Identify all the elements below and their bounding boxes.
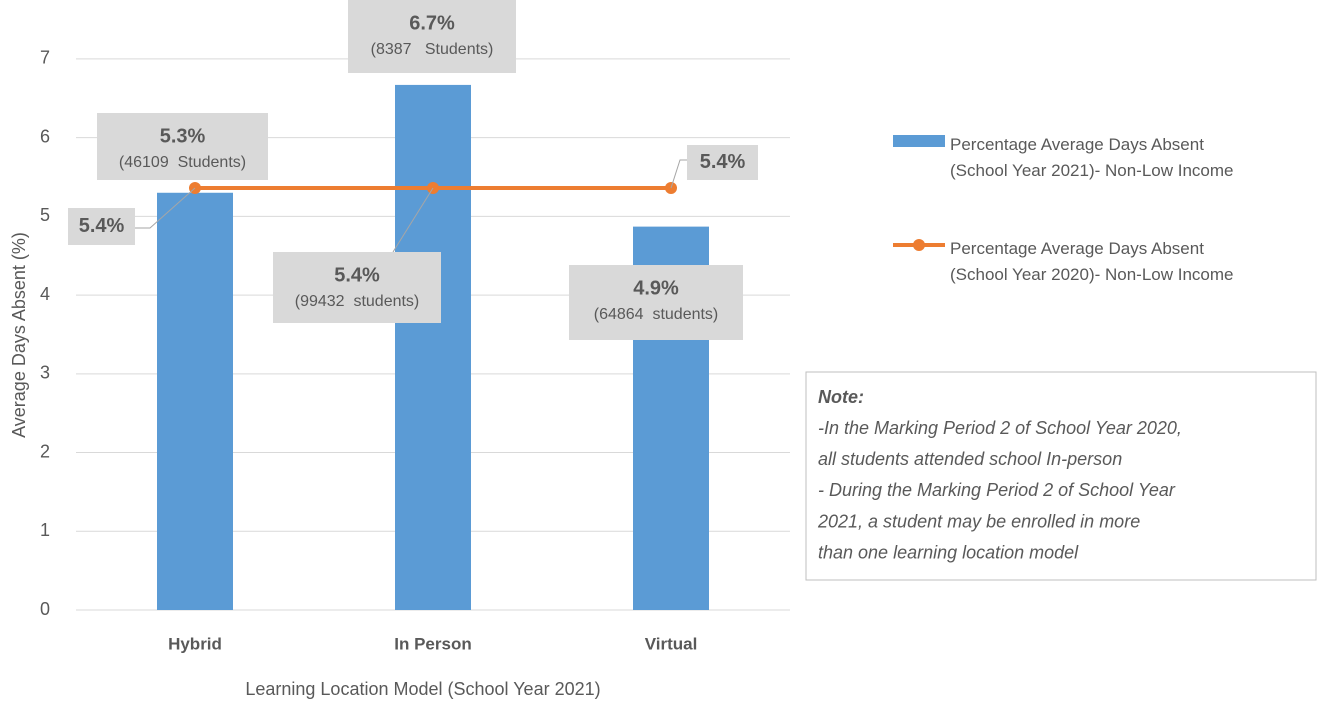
legend-label: Percentage Average Days Absent (School Ye… [950,135,1234,180]
note-box [805,371,1317,581]
data-label-note: (64864 students) [594,306,719,323]
data-label: 5.4% [79,215,125,237]
data-label-box [348,0,516,73]
note-line: 2021, a student may be enrolled in more [817,511,1140,531]
data-label-box [97,113,268,180]
legend-label-line: (School Year 2021)- Non-Low Income [950,161,1234,180]
y-tick-label: 6 [40,126,50,146]
leader-line [135,187,196,229]
note-title: Note: [818,387,864,407]
note-line: - During the Marking Period 2 of School … [818,480,1176,500]
y-tick-label: 2 [40,441,50,461]
data-label-box [273,252,441,323]
y-tick-label: 0 [40,599,50,619]
data-label-box [569,265,743,340]
y-tick-label: 5 [40,205,50,225]
x-tick-label: In Person [394,634,471,653]
x-tick-label: Virtual [645,634,698,653]
data-label-note: (8387 Students) [371,41,494,58]
y-tick-label: 3 [40,363,50,383]
x-tick-label: Hybrid [168,634,222,653]
y-tick-label: 4 [40,284,50,304]
y-axis-label: Average Days Absent (%) [9,232,29,438]
y-tick-label: 7 [40,48,50,68]
note-line: than one learning location model [818,543,1079,563]
y-tick-label: 1 [40,520,50,540]
legend-label-line: Percentage Average Days Absent [950,239,1204,258]
data-label-note: (99432 students) [295,293,420,310]
bar [395,84,471,610]
legend-label-line: Percentage Average Days Absent [950,135,1204,154]
data-label: 5.4% [334,264,380,286]
data-label: 5.3% [160,125,206,147]
leader-line [670,159,687,189]
legend-label: Percentage Average Days Absent (School Ye… [950,239,1234,284]
bar [157,192,233,610]
legend-swatch [893,135,945,147]
legend-label-line: (School Year 2020)- Non-Low Income [950,265,1234,284]
data-label: 6.7% [409,12,455,34]
x-axis-label: Learning Location Model (School Year 202… [245,679,600,699]
data-label-note: (46109 Students) [119,154,246,171]
note-line: -In the Marking Period 2 of School Year … [818,418,1182,438]
legend-swatch [913,239,925,251]
leader-line [392,187,434,253]
data-label: 5.4% [700,151,746,173]
data-label-box [687,145,758,180]
data-label-box [68,208,135,245]
data-label: 4.9% [633,277,679,299]
note-line: all students attended school In-person [818,449,1122,469]
